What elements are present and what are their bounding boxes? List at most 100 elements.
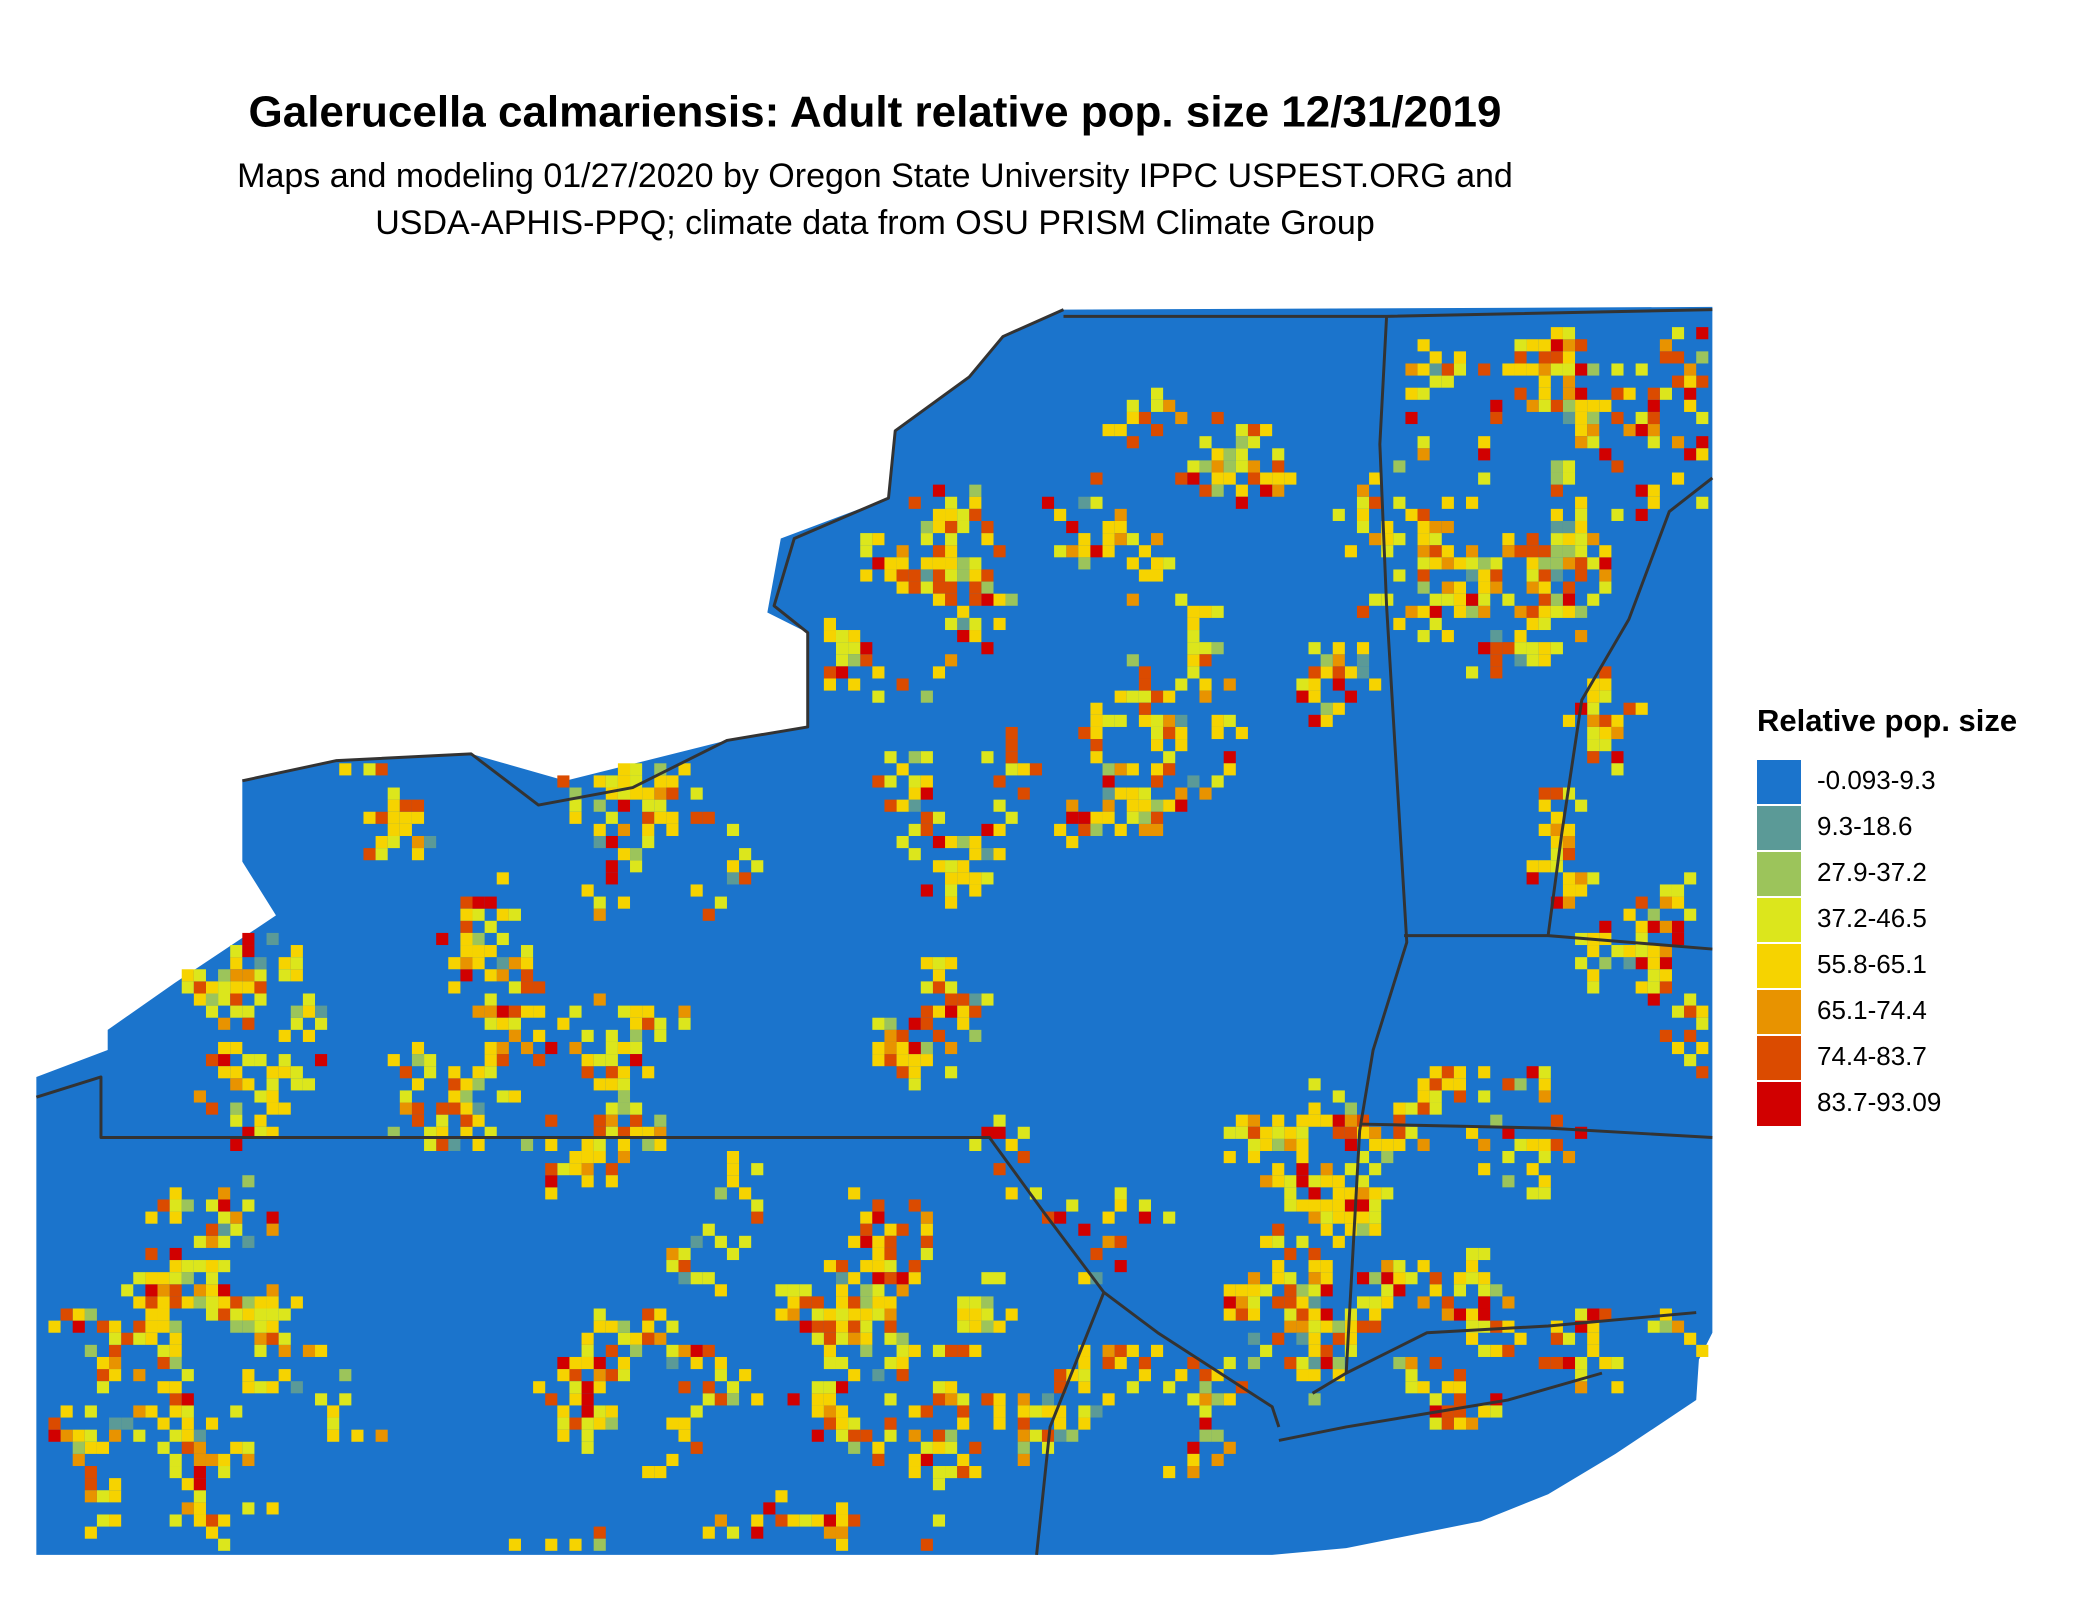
raster-cell: [1550, 472, 1563, 485]
raster-cell: [1562, 848, 1576, 861]
raster-cell: [654, 799, 667, 812]
raster-cell: [1369, 1211, 1382, 1224]
raster-cell: [835, 1296, 849, 1309]
raster-cell: [920, 1041, 933, 1055]
raster-cell: [1502, 363, 1515, 376]
raster-cell: [993, 1114, 1006, 1127]
raster-cell: [581, 1029, 594, 1042]
raster-cell: [1575, 957, 1588, 970]
raster-cell: [1284, 1187, 1297, 1200]
raster-cell: [1453, 1284, 1467, 1297]
raster-cell: [1223, 1308, 1236, 1321]
raster-cell: [230, 1102, 243, 1115]
raster-cell: [1332, 1126, 1345, 1139]
raster-cell: [920, 581, 933, 594]
raster-cell: [1138, 411, 1152, 425]
legend-swatch: [1757, 1082, 1801, 1126]
raster-cell: [666, 787, 679, 800]
raster-cell: [1235, 1284, 1248, 1297]
raster-cell: [872, 1272, 885, 1285]
raster-cell: [1284, 1296, 1297, 1309]
map-subtitle: USDA-APHIS-PPQ; climate data from OSU PR…: [375, 204, 1374, 242]
raster-cell: [1284, 1199, 1297, 1212]
raster-cell: [1393, 496, 1406, 509]
raster-cell: [1308, 690, 1321, 703]
raster-cell: [230, 1114, 243, 1127]
raster-cell: [569, 799, 582, 812]
raster-cell: [1635, 945, 1648, 958]
raster-cell: [1538, 1066, 1551, 1079]
raster-cell: [993, 799, 1006, 812]
raster-cell: [823, 630, 836, 643]
raster-cell: [1550, 508, 1563, 521]
raster-cell: [1478, 1344, 1491, 1357]
raster-cell: [617, 1066, 631, 1079]
raster-cell: [714, 1393, 727, 1406]
raster-cell: [557, 1356, 570, 1370]
raster-cell: [1272, 1175, 1285, 1188]
raster-cell: [1441, 1296, 1454, 1309]
raster-cell: [533, 1005, 546, 1018]
raster-cell: [848, 1308, 861, 1321]
raster-cell: [254, 981, 267, 994]
raster-cell: [181, 1260, 194, 1273]
raster-cell: [1575, 557, 1588, 570]
raster-cell: [1538, 557, 1551, 570]
raster-cell: [1623, 945, 1636, 958]
raster-cell: [835, 666, 849, 679]
raster-cell: [387, 787, 400, 800]
raster-cell: [1163, 1211, 1176, 1224]
raster-cell: [96, 1320, 110, 1333]
raster-cell: [1078, 1272, 1091, 1285]
raster-cell: [1538, 617, 1551, 631]
raster-cell: [1356, 1211, 1370, 1224]
raster-cell: [1696, 448, 1709, 461]
raster-cell: [945, 1441, 958, 1454]
raster-cell: [157, 1381, 170, 1394]
raster-cell: [1502, 1078, 1515, 1091]
raster-cell: [593, 1126, 606, 1139]
raster-cell: [1102, 775, 1115, 788]
raster-cell: [1587, 363, 1600, 376]
raster-cell: [920, 1453, 933, 1467]
raster-cell: [109, 1490, 122, 1503]
raster-cell: [1041, 1405, 1055, 1418]
raster-cell: [242, 1296, 255, 1309]
raster-cell: [1478, 569, 1491, 582]
raster-cell: [96, 1514, 110, 1527]
raster-cell: [932, 1478, 946, 1491]
raster-cell: [1611, 1381, 1624, 1394]
raster-cell: [1538, 351, 1551, 364]
raster-cell: [1054, 508, 1067, 521]
raster-cell: [654, 1138, 667, 1152]
raster-cell: [654, 1017, 667, 1030]
raster-cell: [242, 1078, 255, 1091]
raster-cell: [1211, 448, 1224, 461]
raster-cell: [654, 1466, 667, 1479]
raster-cell: [1611, 387, 1624, 400]
raster-cell: [581, 1138, 594, 1152]
raster-cell: [678, 1247, 691, 1261]
raster-cell: [1308, 1272, 1321, 1285]
raster-cell: [1550, 605, 1563, 618]
raster-cell: [1296, 1235, 1309, 1248]
raster-cell: [702, 1381, 715, 1394]
raster-cell: [642, 835, 655, 849]
raster-cell: [666, 1344, 679, 1357]
raster-cell: [60, 1429, 73, 1442]
raster-cell: [1671, 896, 1685, 909]
raster-cell: [617, 799, 631, 812]
raster-cell: [1393, 1138, 1406, 1152]
raster-cell: [593, 1417, 606, 1430]
raster-cell: [266, 1126, 279, 1139]
raster-cell: [1138, 678, 1152, 691]
raster-cell: [1029, 1429, 1042, 1442]
raster-cell: [1647, 436, 1660, 449]
raster-cell: [920, 823, 933, 836]
raster-cell: [1308, 1320, 1321, 1333]
raster-cell: [1272, 1223, 1285, 1236]
raster-cell: [96, 1381, 110, 1394]
raster-cell: [811, 1429, 824, 1442]
raster-cell: [1490, 630, 1503, 643]
raster-cell: [896, 763, 909, 776]
